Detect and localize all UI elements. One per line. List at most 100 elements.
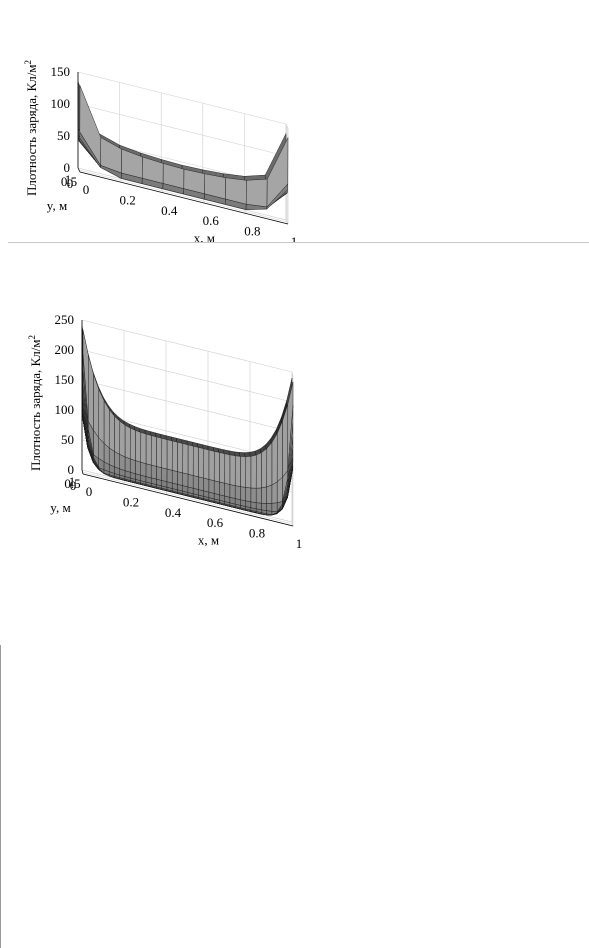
surface-face	[266, 503, 273, 512]
y-axis-label: y, м	[50, 500, 70, 515]
surface-chart-coarse: 0 0.2 0.4 0.6 0.8 1 0 0.5 1 0 50 100 150 x, м y, м Плот…	[0, 0, 589, 242]
surface-face	[224, 482, 231, 498]
surface-face	[166, 468, 173, 484]
surface-face	[287, 381, 294, 471]
surface-face	[213, 451, 220, 483]
grid-line-back-z	[81, 349, 293, 403]
surface-face	[171, 440, 178, 472]
surface-face	[124, 456, 131, 473]
x-axis-line	[79, 171, 289, 225]
surface-face	[161, 467, 168, 482]
surface-face	[198, 476, 204, 492]
surface-face	[245, 456, 252, 489]
y-axis-line	[81, 469, 84, 475]
z-tick-label: 200	[55, 342, 75, 357]
z-tick-label: 250	[55, 312, 75, 327]
y-tick-label: 0.5	[64, 476, 80, 491]
x-axis-line	[82, 473, 294, 527]
surface-face	[135, 430, 142, 463]
x-tick-label: 0	[83, 182, 90, 197]
surface-face	[255, 502, 262, 511]
surface-face	[87, 354, 94, 431]
surface-face	[145, 433, 152, 466]
y-tick-label: 0	[70, 478, 77, 493]
surface-face	[171, 470, 178, 485]
grid-line-back-z	[81, 379, 293, 433]
x-tick-label: 0.6	[207, 515, 224, 530]
surface-face	[166, 439, 173, 471]
surface-face	[177, 441, 184, 474]
surface-face	[124, 424, 131, 460]
grid-line-floor-y	[82, 471, 293, 525]
y-tick-label: 1	[65, 172, 72, 187]
x-axis-label: x, м	[194, 231, 215, 242]
surface-face	[234, 455, 241, 487]
y-tick-label: 1	[69, 474, 76, 489]
grid-line-floor-y	[77, 167, 287, 221]
surface-face	[182, 443, 189, 475]
z-axis-label: Плотность заряда, Кл/м2	[27, 335, 43, 471]
x-tick-label: 1	[296, 536, 303, 551]
x-tick-label: 0	[86, 484, 93, 499]
surface-face	[114, 415, 121, 455]
surface-face	[203, 477, 210, 493]
grid-line-back-z	[77, 103, 287, 157]
y-axis-line	[77, 167, 81, 173]
surface-face	[187, 444, 194, 476]
z-axis-label: Плотность заряда, Кл/м2	[23, 60, 39, 196]
surface-face	[250, 454, 257, 489]
surface-face	[229, 484, 236, 499]
surface-face	[234, 485, 241, 500]
surface-face	[219, 452, 226, 484]
x-tick-label: 0.4	[165, 505, 182, 520]
surface-face	[156, 436, 163, 468]
surface-face	[119, 454, 126, 471]
surface-face	[261, 502, 267, 511]
grid-line-floor-y	[78, 169, 288, 223]
z-tick-label: 150	[55, 372, 75, 387]
x-axis-label: x, м	[198, 533, 219, 548]
z-tick-label: 50	[57, 128, 70, 143]
surface-face	[240, 456, 247, 488]
grid-line-back-z	[81, 319, 293, 373]
surface-face	[198, 447, 205, 479]
surface-face	[271, 502, 278, 513]
surface-face	[208, 449, 215, 481]
page-edge-line	[0, 645, 1, 948]
surface-face	[177, 471, 183, 486]
y-tick-label: 0.5	[61, 174, 77, 189]
surface-face	[150, 435, 157, 467]
surface-face	[240, 486, 246, 502]
surface-face	[182, 472, 189, 488]
surface-face	[255, 452, 262, 489]
surface-face	[187, 473, 194, 489]
x-tick-label: 0.8	[249, 526, 265, 541]
surface-face	[229, 454, 236, 486]
z-tick-label: 100	[51, 96, 71, 111]
grid-line-back-z	[77, 71, 287, 125]
x-tick-label: 1	[291, 234, 298, 242]
surface-face	[135, 460, 141, 476]
surface-face	[245, 487, 252, 503]
x-tick-label: 0.6	[203, 213, 220, 228]
z-axis-label-superscript: 2	[27, 335, 37, 340]
surface-face	[261, 448, 268, 489]
surface-face	[255, 487, 262, 504]
surface-chart-fine: 0 0.2 0.4 0.6 0.8 1 0 0.5 1 0 50 100 150 200 250 x, м y,…	[0, 245, 589, 575]
surface-face	[203, 448, 210, 480]
surface-face	[224, 453, 231, 485]
surface-face	[140, 461, 147, 477]
surface-face	[150, 464, 157, 480]
surface-face	[79, 85, 102, 166]
x-tick-label: 0.4	[161, 203, 178, 218]
z-tick-label: 0	[64, 160, 71, 175]
surface-face	[129, 458, 136, 474]
surface-face	[119, 420, 126, 458]
surface-face	[108, 409, 115, 452]
surface-face	[145, 463, 152, 479]
surface-face	[192, 445, 199, 478]
surface-face	[266, 442, 273, 488]
surface-face	[213, 480, 220, 495]
